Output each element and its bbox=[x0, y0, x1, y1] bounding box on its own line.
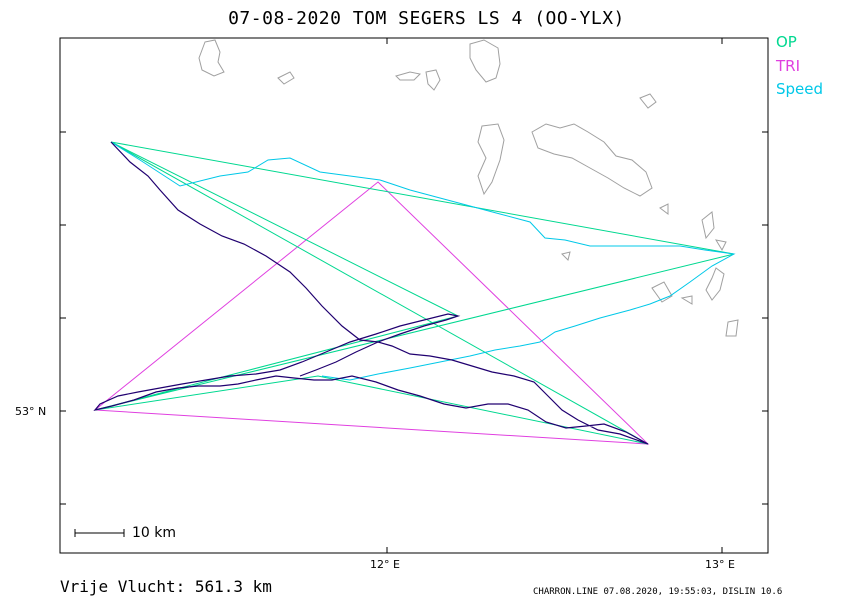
chart-title: 07-08-2020 TOM SEGERS LS 4 (OO-YLX) bbox=[228, 8, 625, 29]
island-2 bbox=[277, 71, 295, 85]
op-route bbox=[94, 141, 735, 445]
island-11 bbox=[714, 239, 727, 252]
scale-bar bbox=[74, 529, 125, 537]
legend-op: OP bbox=[776, 33, 797, 51]
island-16 bbox=[561, 251, 571, 261]
island-14 bbox=[725, 319, 739, 337]
tri-triangle bbox=[93, 181, 650, 445]
lat-label-53: 53° N bbox=[15, 405, 47, 418]
map-frame bbox=[59, 37, 769, 554]
island-6 bbox=[477, 123, 505, 196]
island-7 bbox=[531, 123, 653, 197]
coastline-layer bbox=[198, 39, 739, 337]
island-10 bbox=[701, 211, 715, 240]
distance-readout: Vrije Vlucht: 561.3 km bbox=[60, 577, 272, 596]
flight-track bbox=[93, 141, 649, 445]
lon-label-13: 13° E bbox=[705, 558, 735, 571]
lat-ticks bbox=[60, 131, 768, 505]
island-8 bbox=[639, 93, 657, 109]
footer-info: CHARRON.LINE 07.08.2020, 19:55:03, DISLI… bbox=[533, 587, 783, 597]
legend-tri: TRI bbox=[776, 57, 801, 75]
island-12 bbox=[705, 267, 725, 301]
island-5 bbox=[469, 39, 501, 83]
legend-speed: Speed bbox=[776, 80, 824, 98]
island-15 bbox=[680, 295, 693, 305]
lon-label-12: 12° E bbox=[370, 558, 400, 571]
lon-ticks bbox=[386, 38, 723, 553]
island-1 bbox=[198, 39, 225, 77]
island-9 bbox=[659, 203, 669, 215]
island-13 bbox=[651, 281, 673, 303]
island-3 bbox=[395, 71, 422, 81]
scale-label: 10 km bbox=[132, 525, 177, 541]
speed-trace bbox=[110, 141, 736, 381]
island-4 bbox=[425, 69, 441, 91]
